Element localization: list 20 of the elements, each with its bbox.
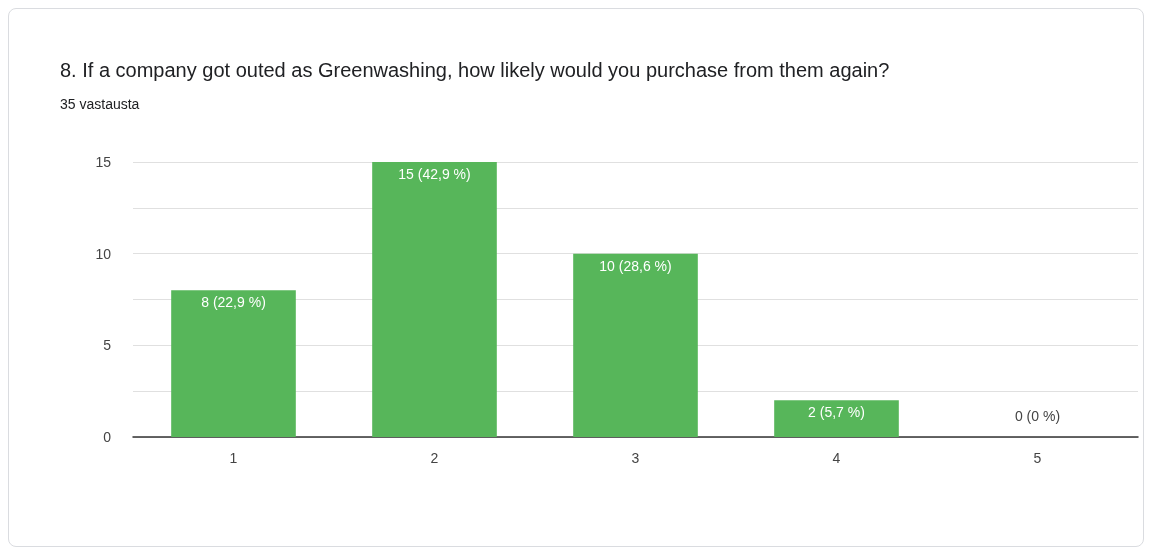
x-tick-label: 5 xyxy=(1033,450,1042,466)
bar xyxy=(171,290,296,437)
y-tick-label: 10 xyxy=(95,245,112,262)
bar xyxy=(774,400,899,437)
chart-title: 8. If a company got outed as Greenwashing, how likely would you purchase from them again? xyxy=(60,59,890,81)
data-label: 2 (5,7 %) xyxy=(808,404,865,421)
bar xyxy=(372,162,497,437)
y-tick-label: 5 xyxy=(103,337,112,354)
x-tick-label: 3 xyxy=(631,450,640,466)
y-tick-label: 0 xyxy=(103,429,112,445)
chart-subtitle: 35 vastausta xyxy=(60,96,140,112)
data-label: 15 (42,9 %) xyxy=(398,166,471,182)
y-tick-label: 15 xyxy=(95,154,112,170)
data-label: 8 (22,9 %) xyxy=(201,294,266,311)
data-label: 10 (28,6 %) xyxy=(599,257,672,274)
x-tick-label: 4 xyxy=(832,450,841,466)
data-label: 0 (0 %) xyxy=(1014,408,1061,424)
x-tick-label: 2 xyxy=(430,450,439,466)
bar xyxy=(573,253,698,437)
x-tick-label: 1 xyxy=(229,450,238,466)
